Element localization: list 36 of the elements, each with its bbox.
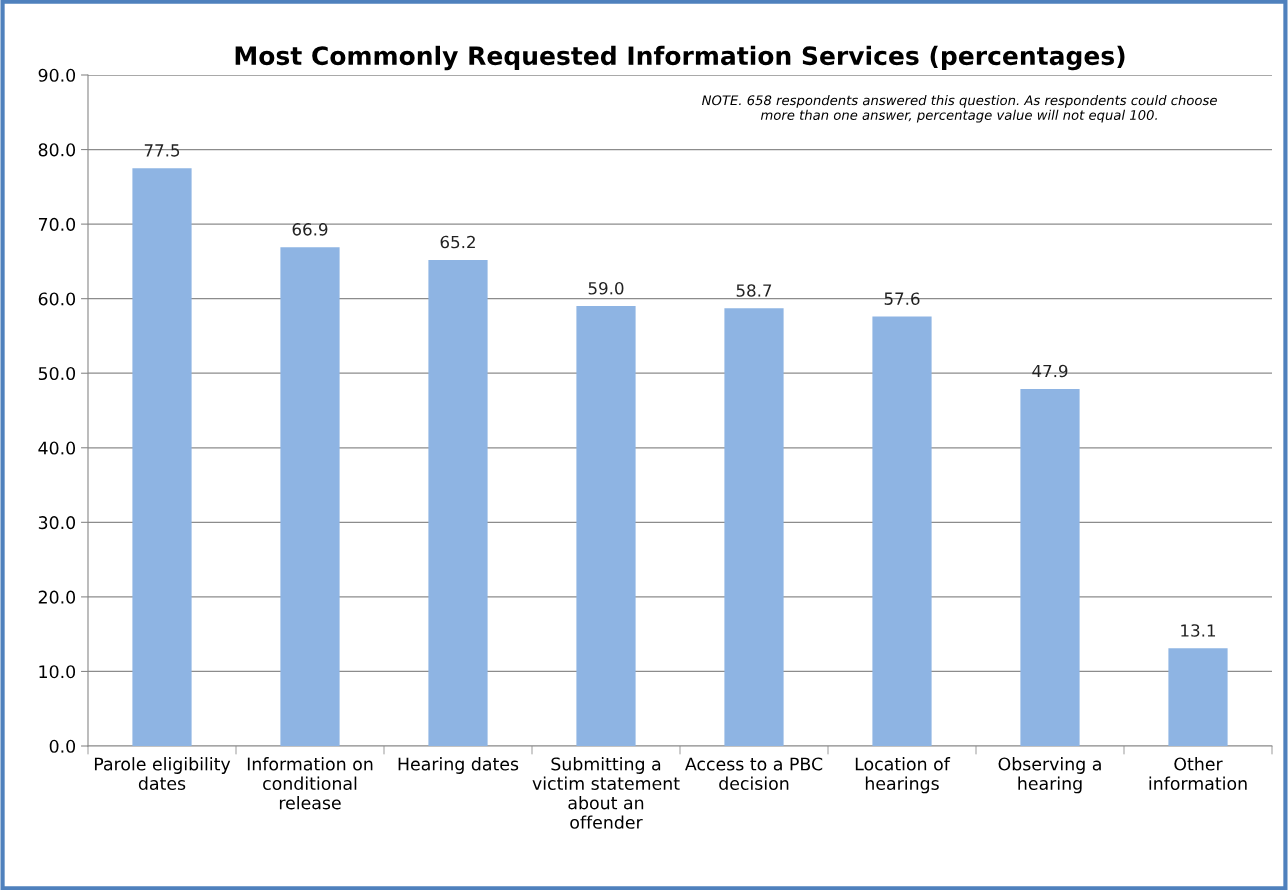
y-tick-label: 40.0 <box>38 441 76 455</box>
data-label: 77.5 <box>144 144 180 157</box>
bar <box>724 308 784 746</box>
bar <box>1168 648 1228 746</box>
y-tick-label: 60.0 <box>38 292 76 306</box>
x-tick-label: Information on conditional release <box>247 757 373 810</box>
annotation: NOTE. 658 respondents answered this question. As respondents could choose more than one answer, percentage value will not equal 100. <box>701 95 1217 123</box>
data-label: 58.7 <box>736 284 772 297</box>
y-tick-label: 70.0 <box>38 217 76 231</box>
x-tick-label: Other information <box>1149 757 1247 790</box>
bar <box>872 316 932 746</box>
x-tick-label: Hearing dates <box>398 757 519 774</box>
bar <box>576 306 636 746</box>
x-tick-label: Parole eligibility dates <box>94 757 231 790</box>
y-tick-label: 80.0 <box>38 143 76 157</box>
y-tick-label: 90.0 <box>38 68 76 82</box>
y-tick-label: 20.0 <box>38 590 76 604</box>
data-label: 13.1 <box>1181 624 1216 637</box>
x-tick-label: Access to a PBC decision <box>685 757 823 790</box>
y-tick-label: 30.0 <box>38 516 76 530</box>
chart-title: Most Commonly Requested Information Services (percentages) <box>235 45 1125 71</box>
data-label: 59.0 <box>588 281 624 295</box>
bar <box>132 168 192 746</box>
data-label: 65.2 <box>440 235 475 249</box>
x-tick-label: Observing a hearing <box>998 757 1101 794</box>
bar <box>428 259 488 746</box>
bar <box>1020 388 1080 746</box>
bar <box>280 247 340 746</box>
y-tick-label: 0.0 <box>49 739 76 753</box>
data-label: 57.6 <box>884 292 920 305</box>
y-tick-label: 10.0 <box>39 665 76 679</box>
x-tick-label: Location of hearings <box>855 757 951 794</box>
data-label: 47.9 <box>1032 364 1068 378</box>
data-label: 66.9 <box>292 223 328 236</box>
x-tick-label: Submitting a victim statement about an offender <box>532 757 680 829</box>
y-tick-label: 50.0 <box>38 366 76 381</box>
